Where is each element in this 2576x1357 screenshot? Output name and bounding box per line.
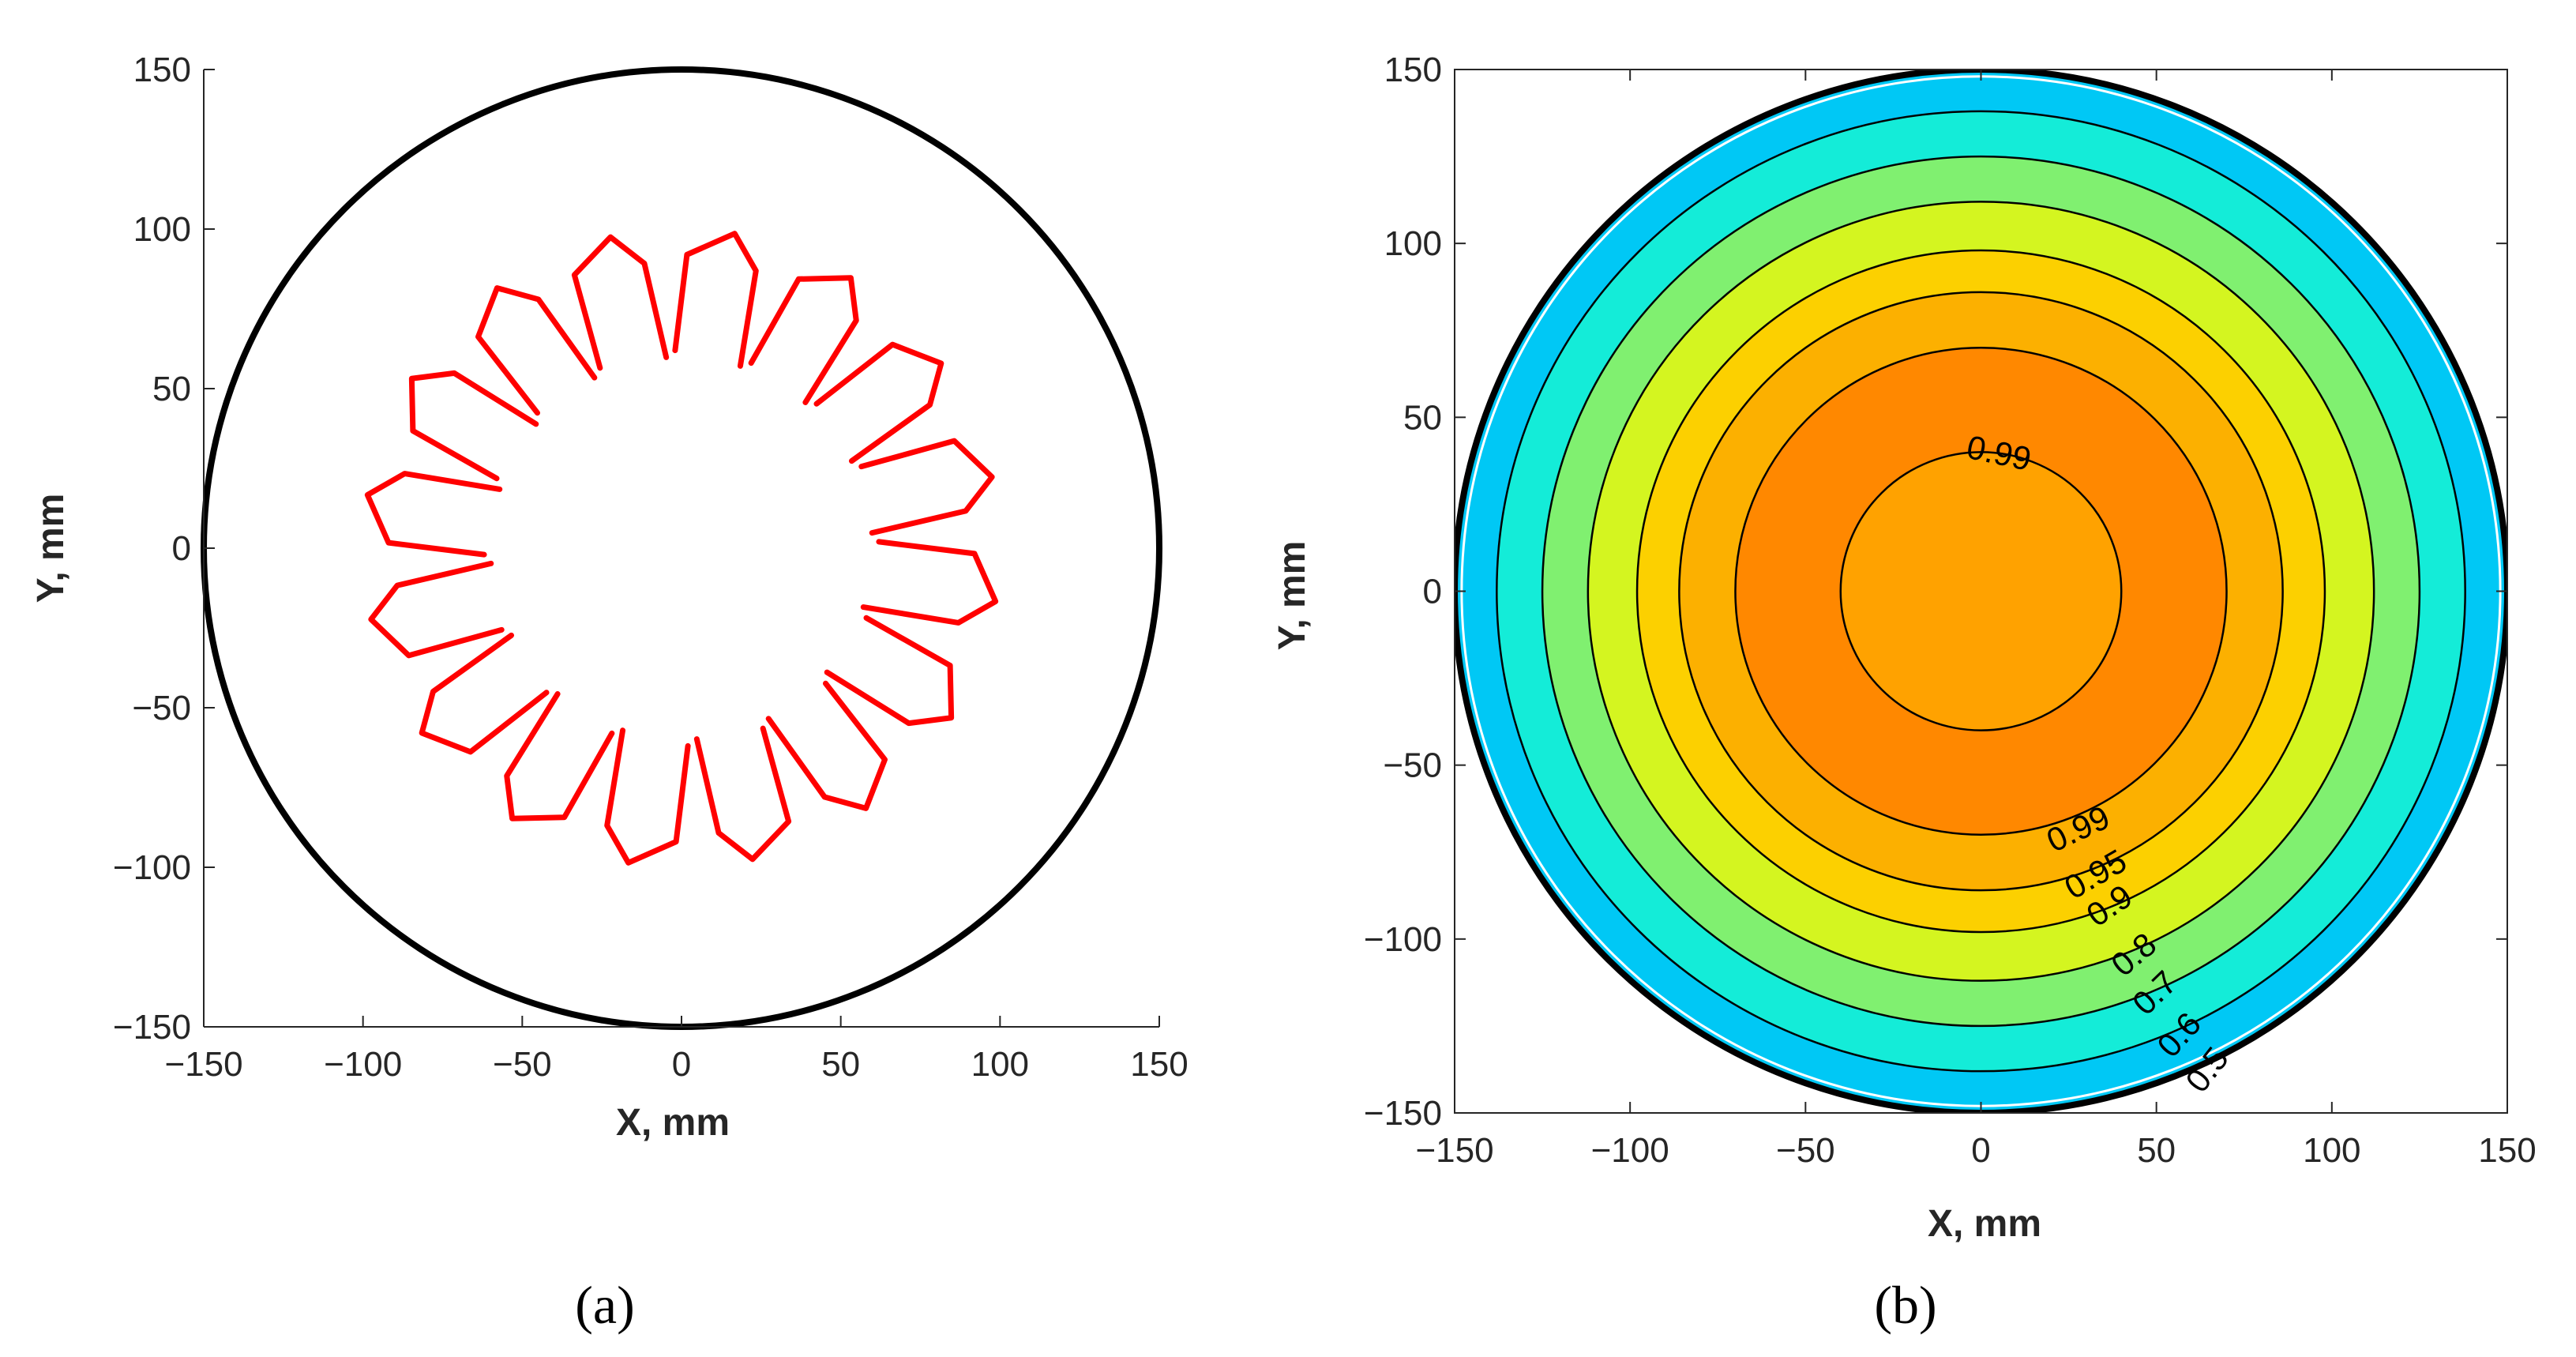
y-tick-label: −150	[1364, 1094, 1442, 1133]
x-tick-label: −50	[493, 1045, 552, 1084]
plot-a: −150 −100 −50 0 50 100 150 −150 −100 −50 0 50 100 150…	[30, 51, 1188, 1144]
plot-a-data	[201, 66, 1162, 1030]
plot-b: 0.990.990.950.90.80.70.60.5 −150 −100 −50 0…	[1271, 51, 2537, 1245]
x-tick-label: 150	[1130, 1045, 1188, 1084]
panel-label-b: (b)	[1874, 1275, 1936, 1335]
plot-a-ylabel: Y, mm	[30, 494, 72, 603]
y-tick-label: 50	[1403, 398, 1442, 437]
x-tick-label: −150	[164, 1045, 242, 1084]
rosette-petal	[748, 275, 859, 405]
plot-b-axes: −150 −100 −50 0 50 100 150 −150 −100 −50 0 50 100 150	[1364, 51, 2537, 1170]
x-tick-label: 50	[821, 1045, 860, 1084]
x-tick-label: 0	[1971, 1131, 1990, 1170]
y-tick-label: 50	[152, 370, 191, 408]
y-tick-label: 0	[1423, 573, 1442, 611]
contour-band	[1839, 451, 2123, 731]
panel-label-a: (a)	[575, 1275, 634, 1335]
y-tick-label: 100	[133, 210, 191, 249]
rosette-petal	[368, 560, 505, 659]
x-tick-label: 0	[672, 1045, 691, 1084]
x-tick-label: 100	[971, 1045, 1029, 1084]
x-tick-label: 50	[2137, 1131, 2176, 1170]
y-tick-label: 0	[172, 529, 191, 568]
plot-b-xlabel: X, mm	[1928, 1203, 2041, 1245]
rosette-petal	[813, 341, 944, 464]
rosette-petal	[419, 632, 550, 755]
x-tick-label: −100	[324, 1045, 402, 1084]
y-tick-label: −100	[113, 848, 191, 887]
x-tick-label: −50	[1776, 1131, 1835, 1170]
x-tick-label: 150	[2478, 1131, 2536, 1170]
rosette-petal	[571, 234, 670, 371]
rosette-petal	[824, 615, 955, 727]
x-tick-label: −100	[1591, 1131, 1669, 1170]
x-tick-label: 100	[2303, 1131, 2360, 1170]
y-tick-label: −150	[113, 1008, 191, 1047]
rosette-petal	[858, 438, 995, 536]
y-tick-label: 100	[1384, 224, 1442, 263]
rosette-petal	[604, 727, 691, 866]
y-tick-label: −50	[1383, 746, 1442, 785]
x-tick-label: −150	[1415, 1131, 1493, 1170]
plot-b-ylabel: Y, mm	[1271, 541, 1313, 651]
rosette-petal	[364, 471, 503, 558]
rosette-petal	[504, 691, 615, 821]
plot-a-axes: −150 −100 −50 0 50 100 150 −150 −100 −50 0 50 100 150	[113, 51, 1188, 1084]
rosette-petal	[408, 370, 539, 482]
rosette-petal	[860, 539, 999, 626]
y-tick-label: 150	[133, 51, 191, 89]
rosette-petal	[693, 725, 792, 863]
rosette-petal	[475, 285, 598, 416]
boundary-circle	[201, 66, 1162, 1030]
y-tick-label: −100	[1364, 920, 1442, 959]
y-tick-label: −50	[132, 689, 191, 727]
plot-b-data	[1455, 70, 2507, 1113]
rosette-petal	[672, 231, 759, 369]
rosette-petal	[765, 680, 888, 811]
plot-a-xlabel: X, mm	[616, 1102, 730, 1144]
y-tick-label: 150	[1384, 51, 1442, 89]
